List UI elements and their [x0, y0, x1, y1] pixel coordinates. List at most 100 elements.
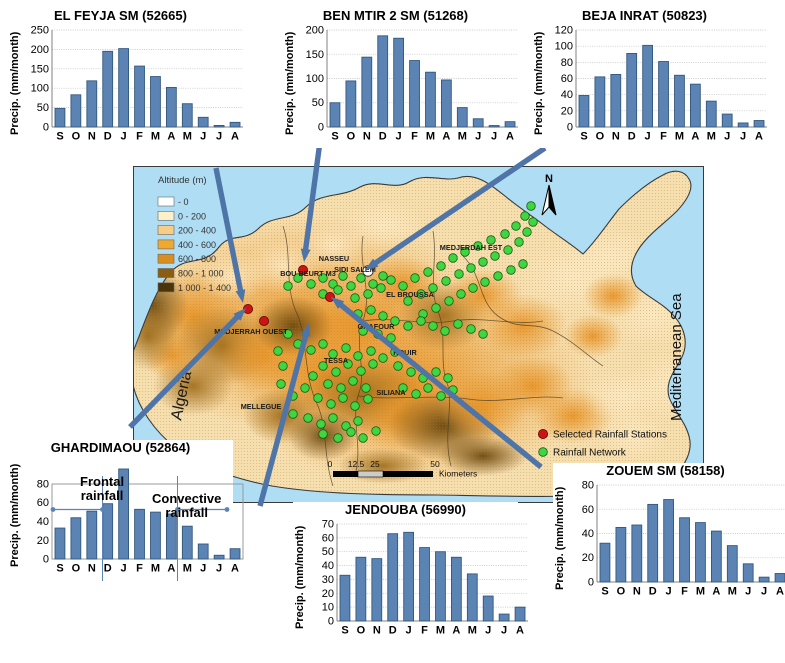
svg-text:0: 0 [328, 616, 334, 628]
svg-text:M: M [183, 131, 192, 143]
svg-text:MEDJERRAH OUEST: MEDJERRAH OUEST [214, 327, 288, 336]
svg-text:50: 50 [430, 459, 440, 469]
svg-text:N: N [363, 131, 371, 143]
svg-text:30: 30 [322, 574, 334, 586]
svg-text:J: J [740, 131, 746, 143]
svg-text:ROUIR: ROUIR [393, 348, 417, 357]
svg-text:25: 25 [370, 459, 380, 469]
svg-text:J: J [406, 625, 412, 637]
svg-text:F: F [136, 563, 143, 575]
svg-text:0: 0 [43, 554, 49, 566]
svg-text:Kiometers: Kiometers [439, 469, 477, 479]
svg-text:A: A [167, 131, 175, 143]
svg-text:20: 20 [582, 552, 594, 564]
svg-text:0: 0 [43, 122, 49, 134]
svg-text:N: N [88, 563, 96, 575]
svg-text:F: F [660, 131, 667, 143]
svg-text:S: S [341, 625, 348, 637]
svg-text:M: M [728, 586, 737, 598]
svg-text:J: J [121, 563, 127, 575]
svg-text:M: M [436, 625, 445, 637]
svg-text:20: 20 [37, 535, 49, 547]
svg-text:100: 100 [555, 41, 573, 53]
svg-text:J: J [216, 131, 222, 143]
svg-text:A: A [452, 625, 460, 637]
svg-text:150: 150 [306, 49, 324, 61]
svg-text:SIDI SALEM: SIDI SALEM [334, 265, 376, 274]
svg-text:A: A [231, 563, 239, 575]
svg-text:100: 100 [31, 83, 49, 95]
svg-text:EL BROUSSA: EL BROUSSA [386, 290, 434, 299]
svg-text:A: A [755, 131, 763, 143]
svg-text:J: J [745, 586, 751, 598]
svg-text:F: F [421, 625, 428, 637]
svg-text:A: A [442, 131, 450, 143]
svg-text:J: J [200, 563, 206, 575]
svg-text:O: O [357, 625, 366, 637]
svg-text:A: A [691, 131, 699, 143]
svg-text:40: 40 [37, 516, 49, 528]
svg-text:J: J [475, 131, 481, 143]
svg-text:BOU BEURT M3: BOU BEURT M3 [280, 269, 336, 278]
svg-text:J: J [501, 625, 507, 637]
svg-text:GAAFOUR: GAAFOUR [358, 322, 396, 331]
svg-text:F: F [681, 586, 688, 598]
svg-text:Rainfall Network: Rainfall Network [553, 448, 627, 459]
svg-text:F: F [411, 131, 418, 143]
svg-text:O: O [596, 131, 605, 143]
svg-text:J: J [491, 131, 497, 143]
svg-text:D: D [104, 131, 112, 143]
svg-text:20: 20 [322, 588, 334, 600]
svg-text:150: 150 [31, 63, 49, 75]
svg-text:80: 80 [561, 57, 573, 69]
svg-text:A: A [167, 563, 175, 575]
svg-text:A: A [712, 586, 720, 598]
svg-text:20: 20 [561, 105, 573, 117]
svg-text:200: 200 [31, 44, 49, 56]
svg-text:J: J [485, 625, 491, 637]
svg-text:J: J [396, 131, 402, 143]
svg-text:200 - 400: 200 - 400 [178, 226, 216, 236]
svg-text:40: 40 [561, 89, 573, 101]
svg-text:600 - 800: 600 - 800 [178, 254, 216, 264]
svg-text:J: J [645, 131, 651, 143]
svg-text:50: 50 [37, 102, 49, 114]
svg-text:80: 80 [582, 480, 594, 492]
svg-text:TESSA: TESSA [324, 356, 349, 365]
svg-text:50: 50 [312, 97, 324, 109]
svg-text:60: 60 [37, 497, 49, 509]
svg-text:D: D [628, 131, 636, 143]
svg-text:M: M [426, 131, 435, 143]
svg-text:N: N [612, 131, 620, 143]
svg-text:M: M [696, 586, 705, 598]
svg-text:S: S [580, 131, 587, 143]
svg-text:J: J [216, 563, 222, 575]
svg-text:100: 100 [306, 73, 324, 85]
svg-text:J: J [121, 131, 127, 143]
svg-text:M: M [458, 131, 467, 143]
svg-text:60: 60 [561, 73, 573, 85]
svg-text:J: J [200, 131, 206, 143]
svg-text:50: 50 [322, 546, 334, 558]
svg-text:D: D [379, 131, 387, 143]
svg-text:M: M [468, 625, 477, 637]
svg-text:60: 60 [582, 504, 594, 516]
svg-text:A: A [516, 625, 524, 637]
svg-text:800 - 1 000: 800 - 1 000 [178, 269, 224, 279]
svg-text:D: D [104, 563, 112, 575]
svg-text:J: J [666, 586, 672, 598]
svg-text:O: O [72, 131, 81, 143]
svg-text:S: S [56, 131, 63, 143]
svg-text:60: 60 [322, 532, 334, 544]
svg-text:S: S [56, 563, 63, 575]
svg-text:Altitude (m): Altitude (m) [158, 175, 207, 186]
svg-text:S: S [331, 131, 338, 143]
svg-text:J: J [724, 131, 730, 143]
svg-text:0: 0 [588, 577, 594, 589]
svg-text:250: 250 [31, 25, 49, 37]
svg-text:S: S [601, 586, 608, 598]
svg-text:MELLEGUE: MELLEGUE [241, 402, 282, 411]
svg-text:A: A [776, 586, 784, 598]
svg-text:200: 200 [306, 25, 324, 37]
svg-text:N: N [633, 586, 641, 598]
